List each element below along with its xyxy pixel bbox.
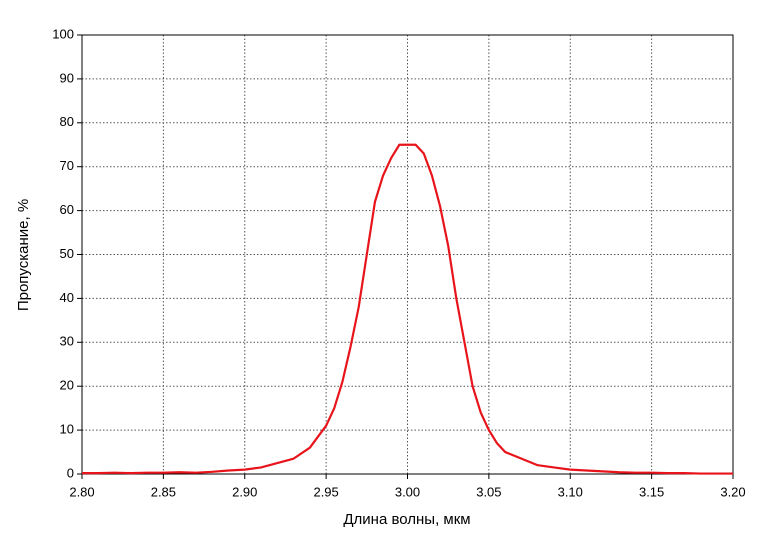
x-tick-label: 2.85: [151, 484, 176, 499]
plot-frame: [81, 34, 734, 475]
y-tick-label: 80: [60, 114, 74, 129]
x-tick-label: 2.90: [232, 484, 257, 499]
x-tick-label: 3.20: [720, 484, 745, 499]
x-tick-label: 2.80: [69, 484, 94, 499]
y-tick-label: 20: [60, 378, 74, 393]
y-tick-label: 0: [67, 465, 74, 480]
x-tick-label: 3.15: [639, 484, 664, 499]
x-axis-label: Длина волны, мкм: [343, 511, 470, 528]
x-tick-label: 3.05: [476, 484, 501, 499]
y-tick-label: 30: [60, 334, 74, 349]
y-tick-label: 50: [60, 246, 74, 261]
x-tick-label: 3.10: [558, 484, 583, 499]
y-tick-label: 40: [60, 290, 74, 305]
y-tick-label: 100: [52, 26, 74, 41]
x-tick-label: 2.95: [313, 484, 338, 499]
x-tick-label: 3.00: [395, 484, 420, 499]
y-tick-label: 70: [60, 158, 74, 173]
data-line: [82, 143, 733, 475]
y-axis-label: Пропускание, %: [15, 199, 32, 311]
y-tick-label: 10: [60, 422, 74, 437]
y-tick-label: 90: [60, 70, 74, 85]
y-tick-label: 60: [60, 202, 74, 217]
